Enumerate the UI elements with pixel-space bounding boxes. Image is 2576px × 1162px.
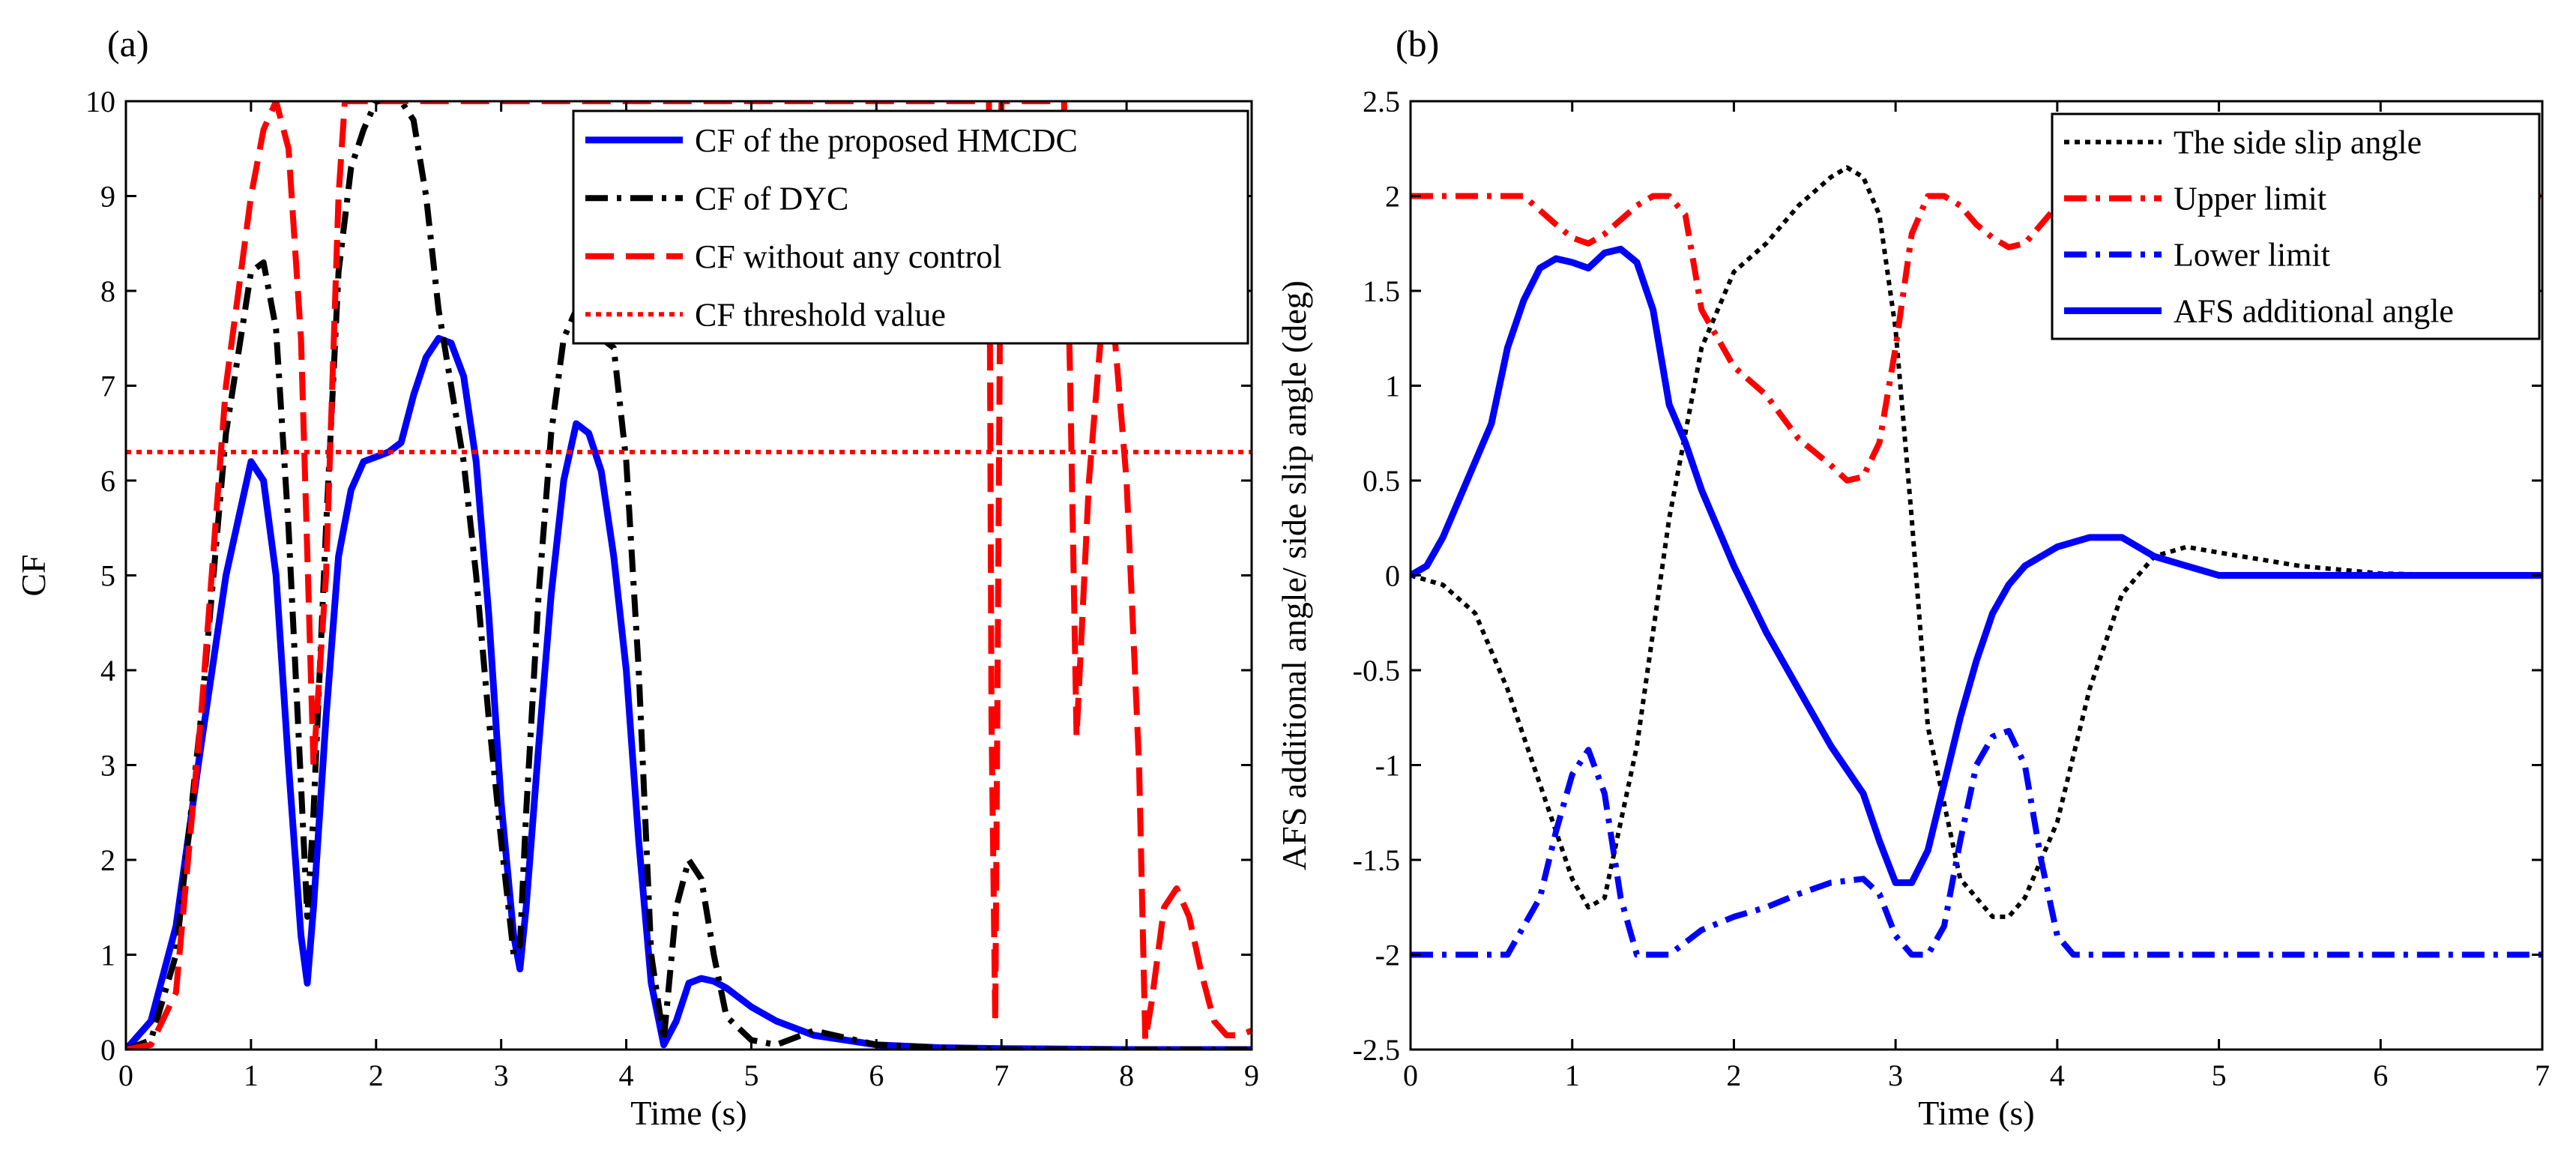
y-tick-label: 0 [1385,559,1400,593]
x-tick-label: 4 [619,1059,634,1092]
legend-box [2051,112,2541,340]
y-tick-label: 8 [100,274,115,308]
legend-entry: Upper limit [2174,181,2326,217]
x-tick-label: 2 [1726,1059,1741,1092]
y-axis-label: AFS additional angle/ side slip angle (d… [1275,280,1313,870]
x-tick-label: 7 [2535,1059,2550,1092]
panel-label: (b) [1396,22,1439,64]
chart-b: 0 1 2 3 4 5 6 7 -2.5 -2 -1.5 -1 -0.5 0 0.5 1 1.5 2 2.5 Time… [1275,22,2550,1132]
x-tick-label: 0 [1403,1059,1418,1092]
y-tick-label: -0.5 [1353,654,1400,687]
y-tick-label: -1 [1375,749,1400,783]
y-tick-label: 7 [100,370,115,403]
x-tick-label: 0 [118,1059,133,1092]
x-tick-label: 3 [494,1059,509,1092]
y-tick-label: 1 [1385,370,1400,403]
x-tick-label: 9 [1244,1059,1259,1092]
y-tick-label: 4 [100,654,115,687]
chart-a: 0 1 2 3 4 5 6 7 8 9 0 1 2 3 4 5 6 7 8 9 10 Time (s) CF (a) CF of… [14,22,1259,1132]
y-tick-label: 1.5 [1363,274,1400,308]
y-tick-label: 9 [100,180,115,214]
panel-label: (a) [107,22,149,64]
legend-entry: Lower limit [2174,237,2330,274]
x-tick-label: 2 [369,1059,384,1092]
legend-entry: CF without any control [695,238,1001,275]
x-tick-label: 1 [1565,1059,1580,1092]
y-tick-label: 2 [100,843,115,877]
y-tick-label: 0.5 [1363,464,1400,498]
x-tick-label: 3 [1888,1059,1903,1092]
y-tick-label: 6 [100,464,115,498]
x-tick-label: 6 [2373,1059,2388,1092]
y-tick-label: 5 [100,559,115,593]
y-tick-label: 10 [85,85,115,118]
x-tick-label: 4 [2050,1059,2065,1092]
y-tick-label: 2 [1385,180,1400,214]
x-axis-label: Time (s) [630,1094,747,1132]
y-tick-label: 3 [100,749,115,783]
x-tick-label: 5 [743,1059,758,1092]
series-line-1 [1411,165,2542,919]
y-tick-label: 0 [100,1033,115,1067]
legend-entry: AFS additional angle [2174,293,2454,330]
y-tick-label: 2.5 [1363,85,1400,118]
legend-box [572,109,1249,345]
legend-entry: The side slip angle [2174,124,2422,161]
series-line-1 [126,334,1252,1050]
legend-entry: CF of DYC [695,180,848,217]
series-line-4 [1411,245,2542,886]
series-line-3 [126,101,1252,1050]
y-tick-label: -1.5 [1353,843,1400,877]
x-tick-label: 6 [869,1059,884,1092]
y-tick-label: -2 [1375,939,1400,972]
y-tick-label: -2.5 [1353,1033,1400,1067]
y-axis-label: CF [14,554,52,596]
x-tick-label: 1 [244,1059,259,1092]
x-tick-label: 8 [1119,1059,1134,1092]
y-tick-label: 1 [100,939,115,972]
legend-entry: CF threshold value [695,296,946,333]
series-line-3 [1411,728,2542,958]
x-tick-label: 5 [2212,1059,2227,1092]
legend-entry: CF of the proposed HMCDC [695,122,1078,159]
x-tick-label: 7 [994,1059,1009,1092]
series-line-2 [126,101,1252,1050]
series-line-2 [1411,193,2542,484]
x-axis-label: Time (s) [1918,1094,2035,1132]
